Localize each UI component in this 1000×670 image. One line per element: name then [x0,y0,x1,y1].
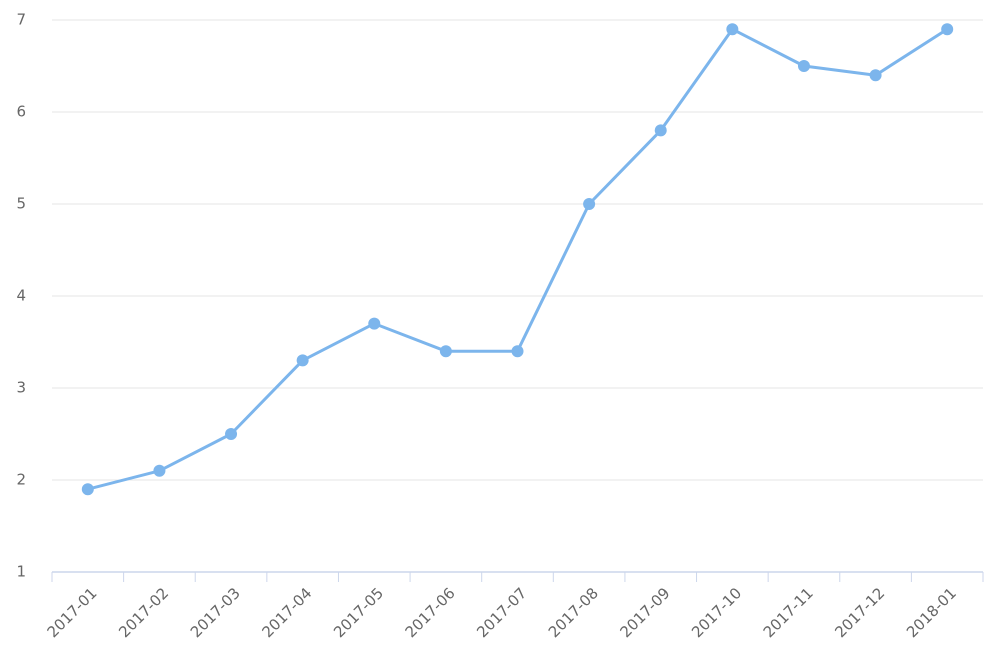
y-tick-label: 5 [16,195,26,213]
data-point [797,60,810,72]
x-tick-label: 2017-02 [115,584,172,641]
data-point [439,345,452,358]
data-point [654,124,667,137]
x-tick-label: 2017-11 [760,584,817,641]
x-tick-label: 2017-03 [187,584,244,641]
y-tick-label: 4 [16,287,26,305]
data-point [153,464,166,477]
y-tick-label: 6 [16,103,26,121]
data-point [225,428,238,440]
data-point [726,23,739,36]
x-tick-label: 2017-08 [545,584,602,641]
x-tick-label: 2017-07 [473,584,530,641]
data-point [81,483,94,496]
x-tick-label: 2017-09 [617,584,674,641]
data-point [941,23,954,36]
x-tick-label: 2017-04 [258,584,315,641]
y-tick-label: 7 [16,11,26,29]
data-point [583,198,596,210]
series-line [87,27,949,491]
data-point [511,345,524,358]
x-tick-label: 2017-12 [831,584,888,641]
y-tick-label: 2 [16,471,26,489]
x-tick-label: 2017-05 [330,584,387,641]
data-point [368,317,381,330]
x-tick-label: 2017-10 [688,584,745,641]
x-tick-label: 2018-01 [903,584,960,641]
y-tick-label: 3 [16,379,26,397]
x-tick-label: 2017-06 [402,584,459,641]
y-tick-label: 1 [16,563,26,581]
data-point [296,354,309,367]
x-tick-label: 2017-01 [44,584,101,641]
data-point [869,69,882,82]
